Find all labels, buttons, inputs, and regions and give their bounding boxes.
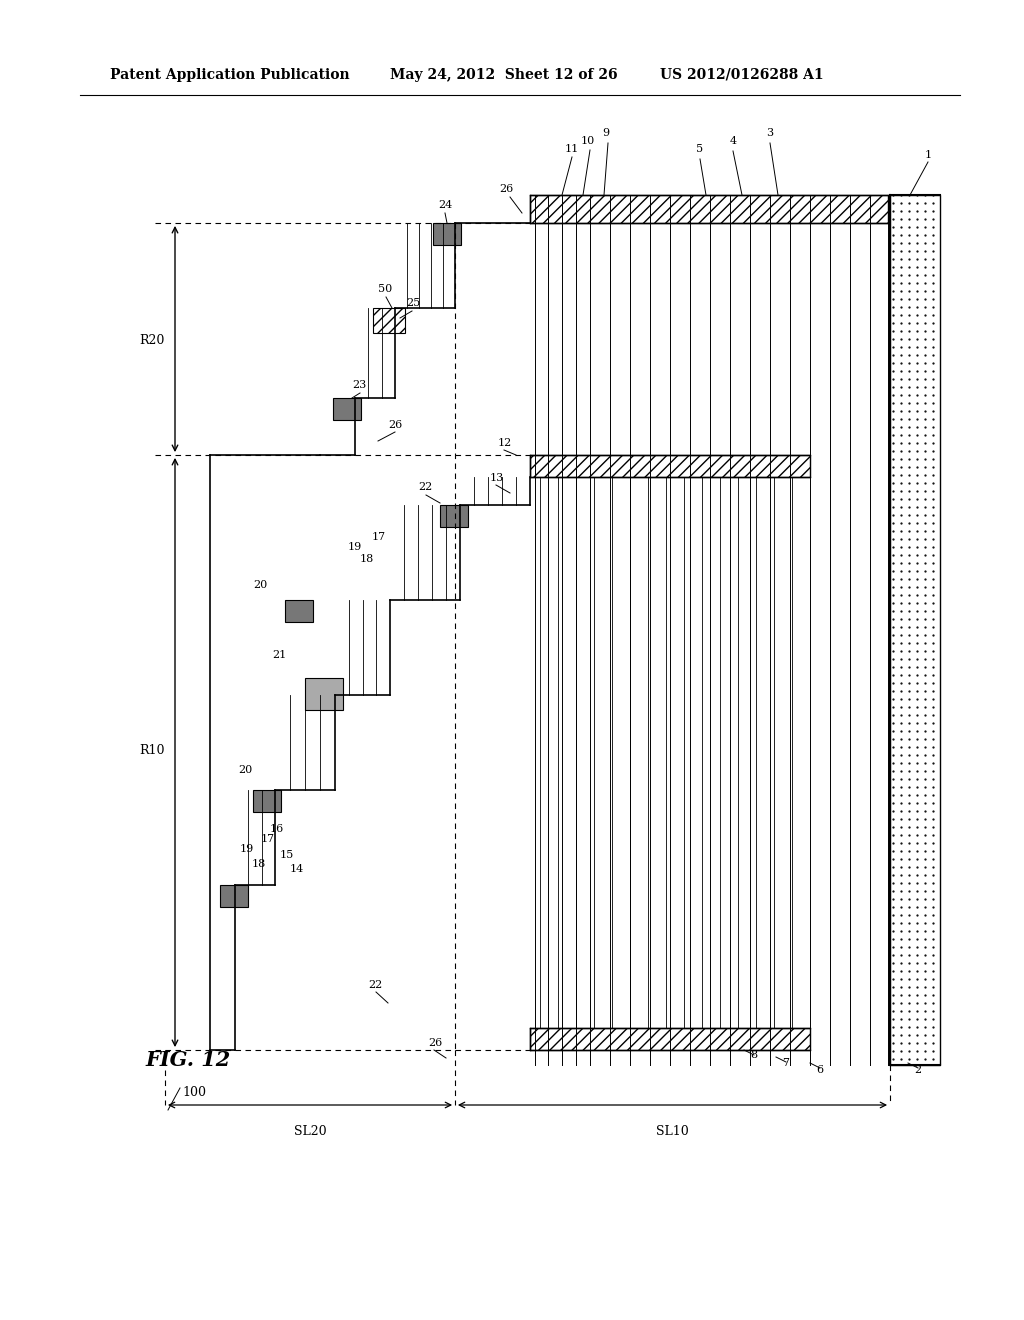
Bar (530, 455, 810, 477)
Text: 14: 14 (290, 865, 304, 874)
Text: R20: R20 (139, 334, 165, 346)
Bar (890, 195, 940, 1065)
Text: 22: 22 (418, 482, 432, 492)
Text: 19: 19 (348, 543, 362, 552)
Text: 50: 50 (378, 284, 392, 294)
Text: May 24, 2012  Sheet 12 of 26: May 24, 2012 Sheet 12 of 26 (390, 69, 617, 82)
Text: 18: 18 (252, 859, 266, 869)
Text: 20: 20 (238, 766, 252, 775)
Bar (305, 678, 343, 710)
Bar (220, 884, 248, 907)
Text: FIG. 12: FIG. 12 (145, 1049, 230, 1071)
Text: 4: 4 (729, 136, 736, 147)
Text: 9: 9 (602, 128, 609, 139)
Text: 8: 8 (751, 1049, 758, 1060)
Text: 10: 10 (581, 136, 595, 147)
Bar (253, 789, 281, 812)
Text: 19: 19 (240, 843, 254, 854)
Text: US 2012/0126288 A1: US 2012/0126288 A1 (660, 69, 823, 82)
Text: 2: 2 (914, 1065, 922, 1074)
Text: 16: 16 (270, 824, 285, 834)
Bar (333, 399, 361, 420)
Bar (373, 308, 406, 333)
Text: 11: 11 (565, 144, 580, 154)
Bar (530, 195, 888, 223)
Text: 15: 15 (280, 850, 294, 861)
Text: 26: 26 (428, 1038, 442, 1048)
Text: SL20: SL20 (294, 1125, 327, 1138)
Text: 1: 1 (925, 150, 932, 160)
Text: 7: 7 (782, 1059, 790, 1068)
Text: 3: 3 (766, 128, 773, 139)
Text: 100: 100 (182, 1086, 206, 1100)
Text: 23: 23 (352, 380, 367, 389)
Text: 17: 17 (372, 532, 386, 543)
Bar (440, 506, 468, 527)
Text: Patent Application Publication: Patent Application Publication (110, 69, 349, 82)
Text: 26: 26 (499, 183, 513, 194)
Text: 5: 5 (696, 144, 703, 154)
Text: 17: 17 (261, 834, 275, 843)
Bar (433, 223, 461, 246)
Text: 25: 25 (406, 298, 420, 308)
Text: 20: 20 (253, 579, 267, 590)
Text: 13: 13 (490, 473, 504, 483)
Text: 6: 6 (816, 1065, 823, 1074)
Text: SL10: SL10 (655, 1125, 688, 1138)
Text: 12: 12 (498, 438, 512, 447)
Bar (530, 1028, 810, 1049)
Text: 24: 24 (438, 201, 453, 210)
Text: 22: 22 (368, 979, 382, 990)
Text: 21: 21 (272, 649, 287, 660)
Text: R10: R10 (139, 743, 165, 756)
Text: 18: 18 (360, 554, 374, 564)
Bar (285, 601, 313, 622)
Text: 26: 26 (388, 420, 402, 430)
